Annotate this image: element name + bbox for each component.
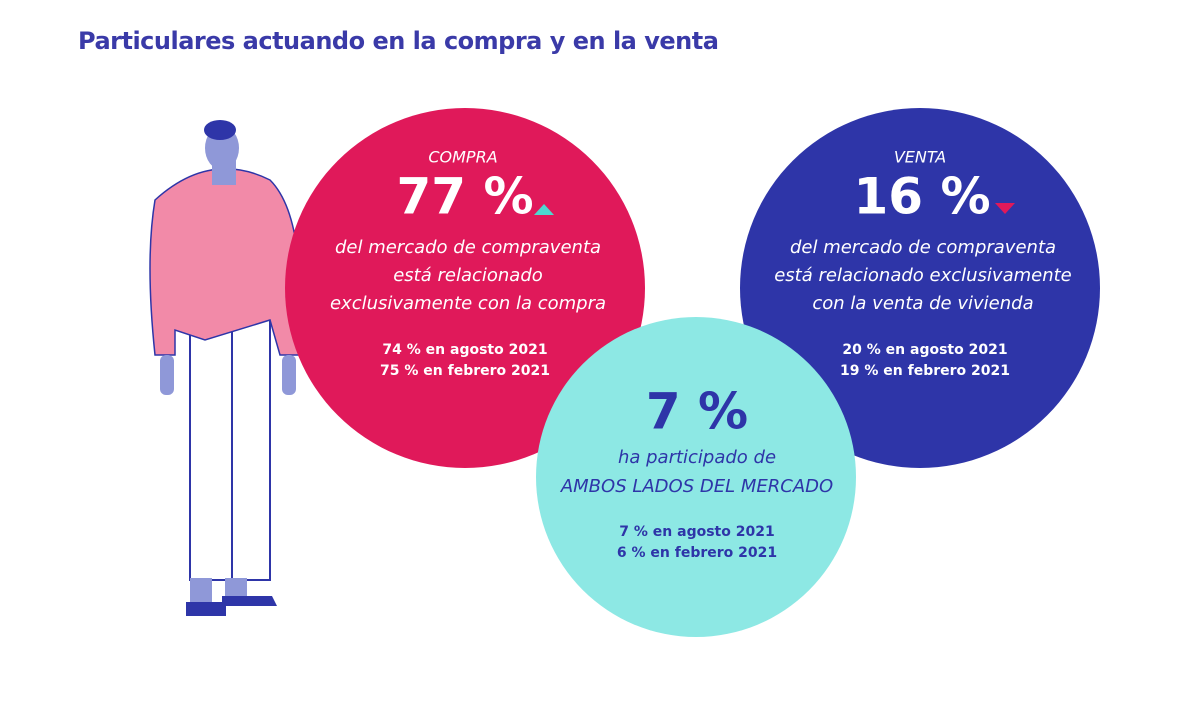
label: VENTA xyxy=(894,148,946,167)
description: AMBOS LADOS DEL MERCADO xyxy=(560,476,833,497)
description: del mercado de compraventa xyxy=(790,237,1056,258)
label: COMPRA xyxy=(428,148,497,167)
trend-down xyxy=(995,203,1015,214)
value: 77 % xyxy=(396,168,533,226)
history: 19 % en febrero 2021 xyxy=(840,363,1010,379)
history: 6 % en febrero 2021 xyxy=(617,545,777,561)
description: del mercado de compraventa xyxy=(335,237,601,258)
venta-circle xyxy=(740,108,1100,468)
value: 16 % xyxy=(853,168,990,226)
history: 7 % en agosto 2021 xyxy=(619,524,774,540)
person-illustration xyxy=(149,120,301,616)
history: 20 % en agosto 2021 xyxy=(842,342,1007,358)
value: 7 % xyxy=(646,383,748,441)
compra-circle xyxy=(285,108,645,468)
description: está relacionado xyxy=(393,265,543,286)
title: Particulares actuando en la compra y en … xyxy=(78,27,718,55)
ambos-circle xyxy=(536,317,856,637)
description: exclusivamente con la compra xyxy=(330,293,606,314)
history: 75 % en febrero 2021 xyxy=(380,363,550,379)
description: con la venta de vivienda xyxy=(812,293,1033,314)
description: está relacionado exclusivamente xyxy=(774,265,1072,286)
history: 74 % en agosto 2021 xyxy=(382,342,547,358)
description: ha participado de xyxy=(618,447,776,468)
trend-up xyxy=(534,204,554,215)
